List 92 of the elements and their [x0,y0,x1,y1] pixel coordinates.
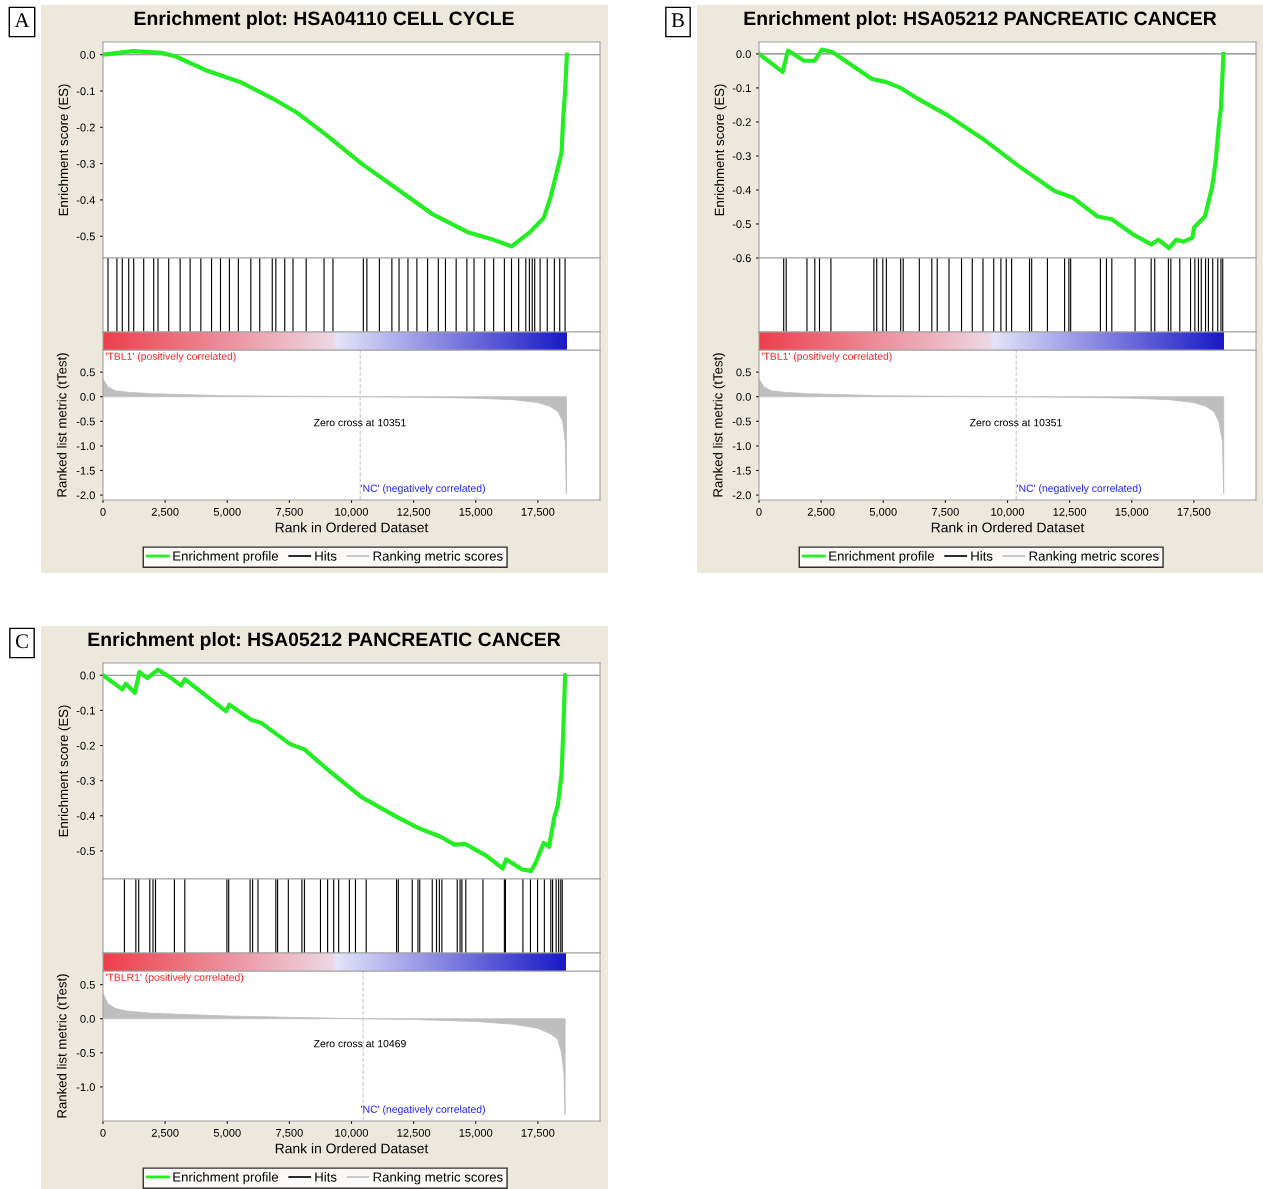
y-tick-label: 0.5 [80,368,95,377]
x-axis-title: Rank in Ordered Dataset [275,1143,429,1154]
x-tick-label: 17,500 [521,1128,555,1139]
x-tick-label: 12,500 [397,507,431,518]
y-tick-label: 0.0 [80,1014,95,1023]
x-tick-label: 10,000 [991,507,1025,518]
x-tick-label: 15,000 [459,507,493,518]
y-tick-label: -1.0 [76,1083,95,1092]
x-tick-label: 0 [100,507,106,516]
y-axis-title: Ranked list metric (tTest) [712,353,726,497]
y-axis-title: Ranked list metric (tTest) [56,974,70,1118]
y-tick-label: 0.0 [80,392,95,401]
x-tick-label: 17,500 [1177,507,1211,518]
chart-title: Enrichment plot: HSA05212 PANCREATIC CANCER [88,631,561,651]
y-tick-label: -0.2 [76,123,95,132]
legend-label: Ranking metric scores [373,551,503,564]
legend-label: Ranking metric scores [373,1172,503,1185]
y-tick-label: 0.5 [80,980,95,989]
chart-title: Enrichment plot: HSA04110 CELL CYCLE [134,10,514,30]
y-axis-title: Enrichment score (ES) [714,84,727,216]
x-tick-label: 10,000 [335,507,369,518]
annotation: 'NC' (negatively correlated) [1017,484,1141,494]
y-tick-label: -0.1 [732,84,751,93]
x-tick-label: 0 [756,507,762,516]
y-tick-label: -0.5 [76,1049,95,1057]
x-tick-label: 0 [100,1128,106,1137]
y-tick-label: 0.0 [80,671,95,680]
y-tick-label: -1.0 [732,442,751,451]
x-tick-label: 7,500 [276,507,303,518]
chart-title: Enrichment plot: HSA05212 PANCREATIC CANCER [744,10,1217,30]
annotation: 'TBLR1' (positively correlated) [106,973,244,983]
y-tick-label: -2.0 [732,491,751,500]
y-tick-label: -0.2 [732,118,751,127]
x-tick-label: 10,000 [335,1128,369,1139]
y-tick-label: -0.5 [732,417,751,426]
legend-label: Ranking metric scores [1029,551,1159,564]
y-axis-title: Ranked list metric (tTest) [56,353,70,497]
y-tick-label: -0.5 [732,220,751,229]
x-tick-label: 5,000 [213,507,241,518]
legend-label: Hits [971,551,993,561]
x-tick-label: 7,500 [276,1128,303,1139]
y-axis-title: Enrichment score (ES) [58,705,71,837]
y-tick-label: -0.5 [76,417,95,426]
x-tick-label: 7,500 [932,507,959,518]
x-tick-label: 17,500 [521,507,555,518]
legend-label: Hits [315,551,337,561]
x-tick-label: 2,500 [807,507,835,518]
annotation: 'TBL1' (positively correlated) [762,352,892,362]
y-tick-label: 0.0 [80,50,95,59]
y-tick-label: -0.3 [76,776,95,785]
y-tick-label: -0.4 [76,196,96,205]
y-tick-label: -0.2 [76,741,95,750]
y-tick-label: -0.1 [76,706,95,715]
x-tick-label: 5,000 [213,1128,241,1139]
y-tick-label: -0.4 [732,186,752,195]
annotation: 'TBL1' (positively correlated) [106,352,236,362]
legend-label: Enrichment profile [173,1172,279,1185]
x-tick-label: 2,500 [151,507,179,518]
y-tick-label: -0.5 [76,232,95,241]
y-tick-label: -0.5 [76,847,95,856]
x-tick-label: 12,500 [1053,507,1087,518]
y-tick-label: -0.6 [732,254,751,263]
legend-label: Hits [315,1172,337,1182]
x-tick-label: 15,000 [459,1128,493,1139]
x-tick-label: 15,000 [1115,507,1149,518]
y-tick-label: -0.1 [76,87,95,96]
y-tick-label: 0.5 [736,368,751,377]
x-axis-title: Rank in Ordered Dataset [931,522,1085,533]
annotation: 'NC' (negatively correlated) [361,484,485,494]
text: B [671,13,684,28]
y-tick-label: 0.0 [736,50,751,59]
y-tick-label: -1.5 [76,466,95,475]
legend-label: Enrichment profile [173,551,279,564]
y-tick-label: -0.4 [76,812,96,820]
text: A [14,13,30,28]
legend-label: Enrichment profile [829,551,935,564]
annotation: Zero cross at 10469 [313,1039,406,1048]
x-tick-label: 2,500 [151,1128,179,1139]
y-axis-title: Enrichment score (ES) [58,84,71,216]
y-tick-label: -0.3 [732,152,751,161]
annotation: Zero cross at 10351 [969,418,1062,427]
x-axis-title: Rank in Ordered Dataset [275,522,429,533]
x-tick-label: 12,500 [397,1128,431,1139]
y-tick-label: -2.0 [76,491,95,500]
y-tick-label: -1.0 [76,442,95,451]
text: C [15,634,28,649]
y-tick-label: 0.0 [736,392,751,401]
y-tick-label: -1.5 [732,466,751,475]
x-tick-label: 5,000 [869,507,897,518]
annotation: 'NC' (negatively correlated) [361,1105,485,1115]
annotation: Zero cross at 10351 [313,418,406,427]
y-tick-label: -0.3 [76,159,95,168]
